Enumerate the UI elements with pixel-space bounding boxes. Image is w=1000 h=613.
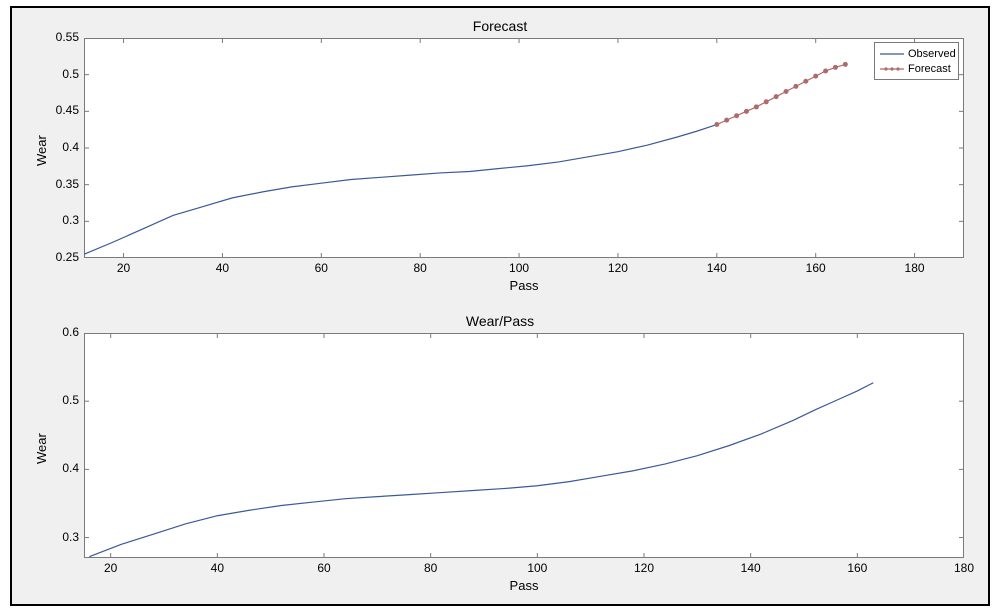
x-tick-label: 160 (842, 561, 872, 575)
y-tick-label: 0.25 (39, 250, 79, 264)
x-tick-label: 40 (202, 561, 232, 575)
x-tick-label: 140 (702, 261, 732, 275)
x-tick-label: 60 (306, 261, 336, 275)
y-tick-label: 0.3 (39, 213, 79, 227)
x-tick-label: 60 (309, 561, 339, 575)
x-tick-label: 160 (801, 261, 831, 275)
x-tick-label: 180 (900, 261, 930, 275)
top-chart-xlabel: Pass (84, 278, 964, 293)
x-tick-label: 100 (504, 261, 534, 275)
x-tick-label: 140 (736, 561, 766, 575)
top-chart-title: Forecast (12, 18, 988, 34)
y-tick-label: 0.4 (39, 140, 79, 154)
y-tick-label: 0.3 (39, 530, 79, 544)
bottom-chart-xlabel: Pass (84, 578, 964, 593)
bottom-chart-svg (84, 333, 964, 558)
y-tick-label: 0.4 (39, 461, 79, 475)
y-tick-label: 0.55 (39, 30, 79, 44)
x-tick-label: 20 (96, 561, 126, 575)
top-chart-svg (84, 38, 964, 258)
x-tick-label: 120 (629, 561, 659, 575)
x-tick-label: 180 (949, 561, 979, 575)
x-tick-label: 40 (207, 261, 237, 275)
x-tick-label: 120 (603, 261, 633, 275)
y-tick-label: 0.5 (39, 67, 79, 81)
y-tick-label: 0.5 (39, 393, 79, 407)
x-tick-label: 20 (109, 261, 139, 275)
bottom-chart-ylabel: Wear (34, 433, 49, 464)
bottom-chart-title: Wear/Pass (12, 313, 988, 329)
y-tick-label: 0.35 (39, 177, 79, 191)
x-tick-label: 100 (522, 561, 552, 575)
x-tick-label: 80 (416, 561, 446, 575)
figure-frame: Forecast Wear Pass Observed Forecast Wea… (10, 6, 990, 606)
x-tick-label: 80 (405, 261, 435, 275)
y-tick-label: 0.45 (39, 103, 79, 117)
y-tick-label: 0.6 (39, 325, 79, 339)
